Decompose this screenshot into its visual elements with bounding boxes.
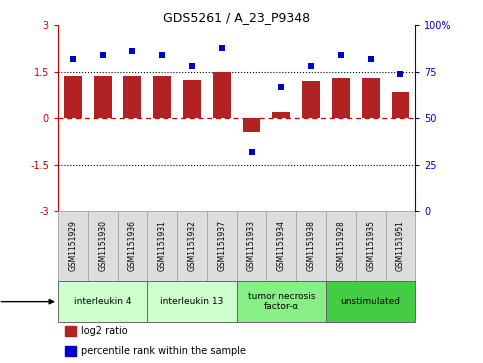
Bar	[267, 211, 296, 281]
Bar	[94, 77, 112, 118]
Bar	[177, 211, 207, 281]
Bar	[356, 211, 385, 281]
Bar	[64, 77, 82, 118]
Bar	[332, 78, 350, 118]
Point	[218, 45, 226, 50]
Text: GSM1151933: GSM1151933	[247, 220, 256, 272]
Bar	[272, 112, 290, 118]
Text: GSM1151951: GSM1151951	[396, 221, 405, 272]
Text: percentile rank within the sample: percentile rank within the sample	[81, 346, 246, 356]
Bar	[213, 72, 231, 118]
Bar	[147, 211, 177, 281]
Point	[367, 56, 375, 62]
Text: GSM1151934: GSM1151934	[277, 220, 286, 272]
Point	[248, 149, 256, 155]
Text: log2 ratio: log2 ratio	[81, 326, 128, 336]
Text: GSM1151929: GSM1151929	[69, 221, 77, 272]
Bar	[237, 281, 326, 322]
Title: GDS5261 / A_23_P9348: GDS5261 / A_23_P9348	[163, 11, 310, 24]
Bar	[362, 78, 380, 118]
Point	[69, 56, 77, 62]
Bar	[326, 281, 415, 322]
Point	[307, 63, 315, 69]
Point	[397, 71, 404, 77]
Bar	[153, 77, 171, 118]
Bar	[124, 77, 142, 118]
Bar	[385, 211, 415, 281]
Text: GSM1151932: GSM1151932	[187, 221, 197, 272]
Bar	[65, 326, 76, 336]
Bar	[296, 211, 326, 281]
Bar	[302, 81, 320, 118]
Bar	[207, 211, 237, 281]
Bar	[183, 79, 201, 118]
Text: GSM1151938: GSM1151938	[307, 221, 315, 272]
Text: GSM1151936: GSM1151936	[128, 220, 137, 272]
Text: GSM1151928: GSM1151928	[337, 221, 345, 272]
Point	[99, 52, 107, 58]
Text: unstimulated: unstimulated	[341, 297, 401, 306]
Text: interleukin 4: interleukin 4	[74, 297, 131, 306]
Bar	[88, 211, 117, 281]
Bar	[58, 281, 147, 322]
Bar	[117, 211, 147, 281]
Bar	[147, 281, 237, 322]
Text: interleukin 13: interleukin 13	[160, 297, 224, 306]
Bar	[237, 211, 267, 281]
Text: GSM1151935: GSM1151935	[366, 220, 375, 272]
Text: tumor necrosis
factor-α: tumor necrosis factor-α	[248, 292, 315, 311]
Bar	[58, 211, 88, 281]
Bar	[242, 118, 260, 132]
Bar	[326, 211, 356, 281]
Point	[188, 63, 196, 69]
Point	[278, 84, 285, 90]
Point	[337, 52, 345, 58]
Bar	[65, 346, 76, 356]
Point	[128, 49, 136, 54]
Text: GSM1151930: GSM1151930	[98, 220, 107, 272]
Text: GSM1151937: GSM1151937	[217, 220, 226, 272]
Point	[158, 52, 166, 58]
Text: GSM1151931: GSM1151931	[158, 221, 167, 272]
Bar	[392, 92, 410, 118]
